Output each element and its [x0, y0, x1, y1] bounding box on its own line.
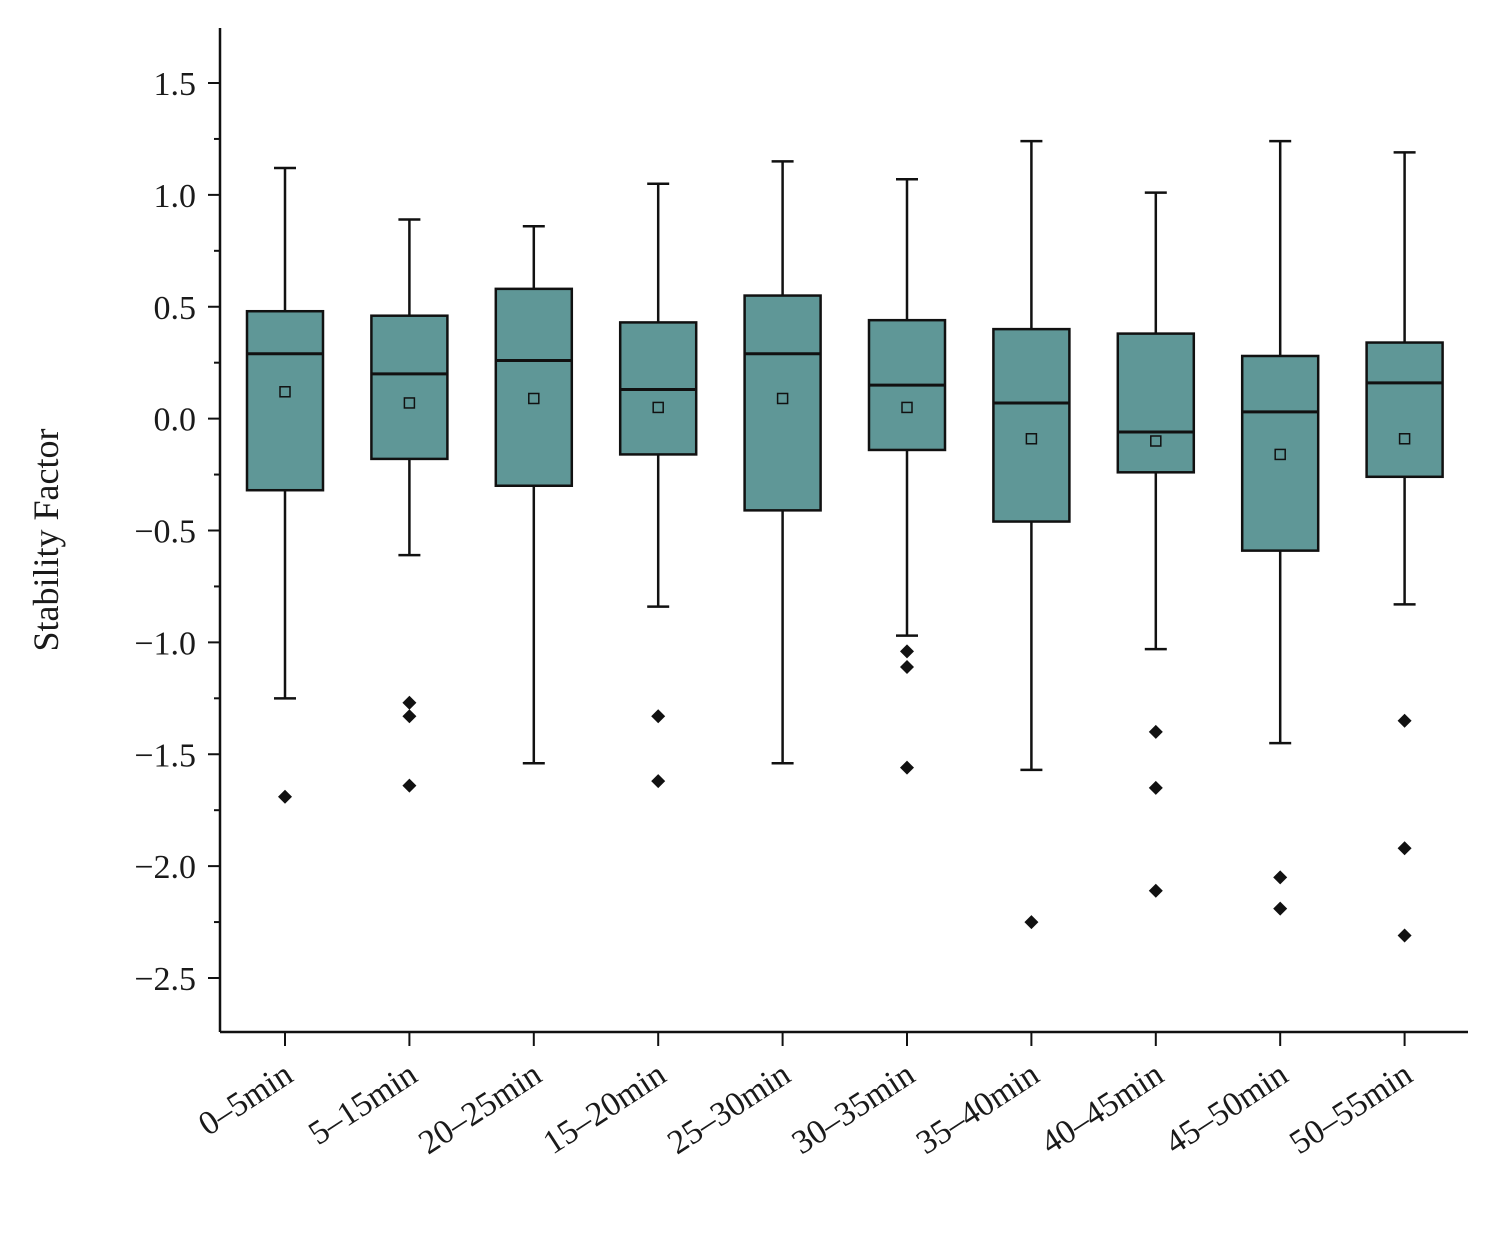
outlier-point	[1397, 713, 1412, 728]
x-tick-label: 5–15min	[302, 1056, 424, 1153]
mean-marker	[279, 386, 291, 398]
mean-marker	[1150, 435, 1162, 447]
box-group	[1240, 139, 1320, 916]
y-axis-title-group: Stability Factor	[26, 429, 66, 652]
x-tick-label: 15–20min	[537, 1056, 673, 1162]
y-tick-label: 0.0	[154, 402, 197, 439]
x-tick-label: 25–30min	[661, 1056, 797, 1162]
y-tick-label: −1.5	[134, 737, 196, 774]
y-tick-label: 1.0	[154, 178, 197, 215]
box-group	[618, 182, 698, 789]
outlier-point	[900, 659, 914, 674]
y-tick-label: −0.5	[134, 514, 196, 551]
outlier-point	[1273, 901, 1288, 916]
iqr-box	[370, 314, 449, 461]
outlier-point	[278, 789, 292, 804]
box-group	[1365, 151, 1444, 943]
x-tick-label: 40–45min	[1034, 1056, 1170, 1162]
mean-marker	[1398, 433, 1411, 445]
outlier-point	[651, 709, 666, 724]
iqr-box	[494, 287, 574, 487]
y-tick-label: −2.5	[134, 961, 196, 998]
mean-marker	[776, 392, 789, 405]
iqr-box	[1365, 341, 1444, 479]
outlier-point	[1148, 780, 1163, 795]
box-group	[245, 166, 325, 804]
mean-marker	[1274, 448, 1286, 461]
y-tick-label: −2.0	[134, 849, 196, 886]
outlier-point	[1273, 870, 1288, 885]
y-tick-label: −1.0	[134, 625, 196, 662]
box-group	[494, 224, 574, 765]
x-tick-label: 30–35min	[786, 1056, 922, 1162]
outlier-point	[900, 644, 914, 659]
outlier-point	[402, 778, 417, 793]
y-tick-label: 1.5	[154, 66, 197, 103]
iqr-box	[245, 309, 325, 492]
outlier-point	[1397, 928, 1412, 943]
outlier-point	[402, 709, 417, 724]
iqr-box	[992, 327, 1071, 523]
x-tick-label: 45–50min	[1159, 1056, 1295, 1162]
box-group	[1116, 191, 1196, 898]
mean-marker	[901, 401, 913, 414]
y-axis-title: Stability Factor	[26, 429, 66, 652]
mean-marker	[1025, 433, 1038, 445]
x-tick-label: 20–25min	[412, 1056, 548, 1162]
box-group	[743, 160, 822, 765]
outlier-point	[651, 774, 666, 789]
x-tick-label: 0–5min	[192, 1056, 299, 1144]
box-group	[370, 218, 449, 793]
y-tick-label: 0.5	[154, 290, 197, 327]
outlier-point	[900, 760, 914, 775]
x-tick-label: 35–40min	[910, 1056, 1046, 1162]
mean-marker	[652, 401, 664, 414]
outlier-point	[1148, 883, 1163, 898]
outlier-point	[1397, 841, 1412, 856]
x-tick-label: 50–55min	[1283, 1056, 1419, 1162]
iqr-box	[1116, 332, 1196, 474]
box-group	[992, 139, 1071, 930]
mean-marker	[528, 392, 540, 405]
outlier-point	[402, 695, 417, 710]
outlier-point	[1024, 915, 1039, 930]
mean-marker	[403, 397, 416, 409]
box-group	[867, 177, 947, 775]
outlier-point	[1148, 724, 1163, 739]
